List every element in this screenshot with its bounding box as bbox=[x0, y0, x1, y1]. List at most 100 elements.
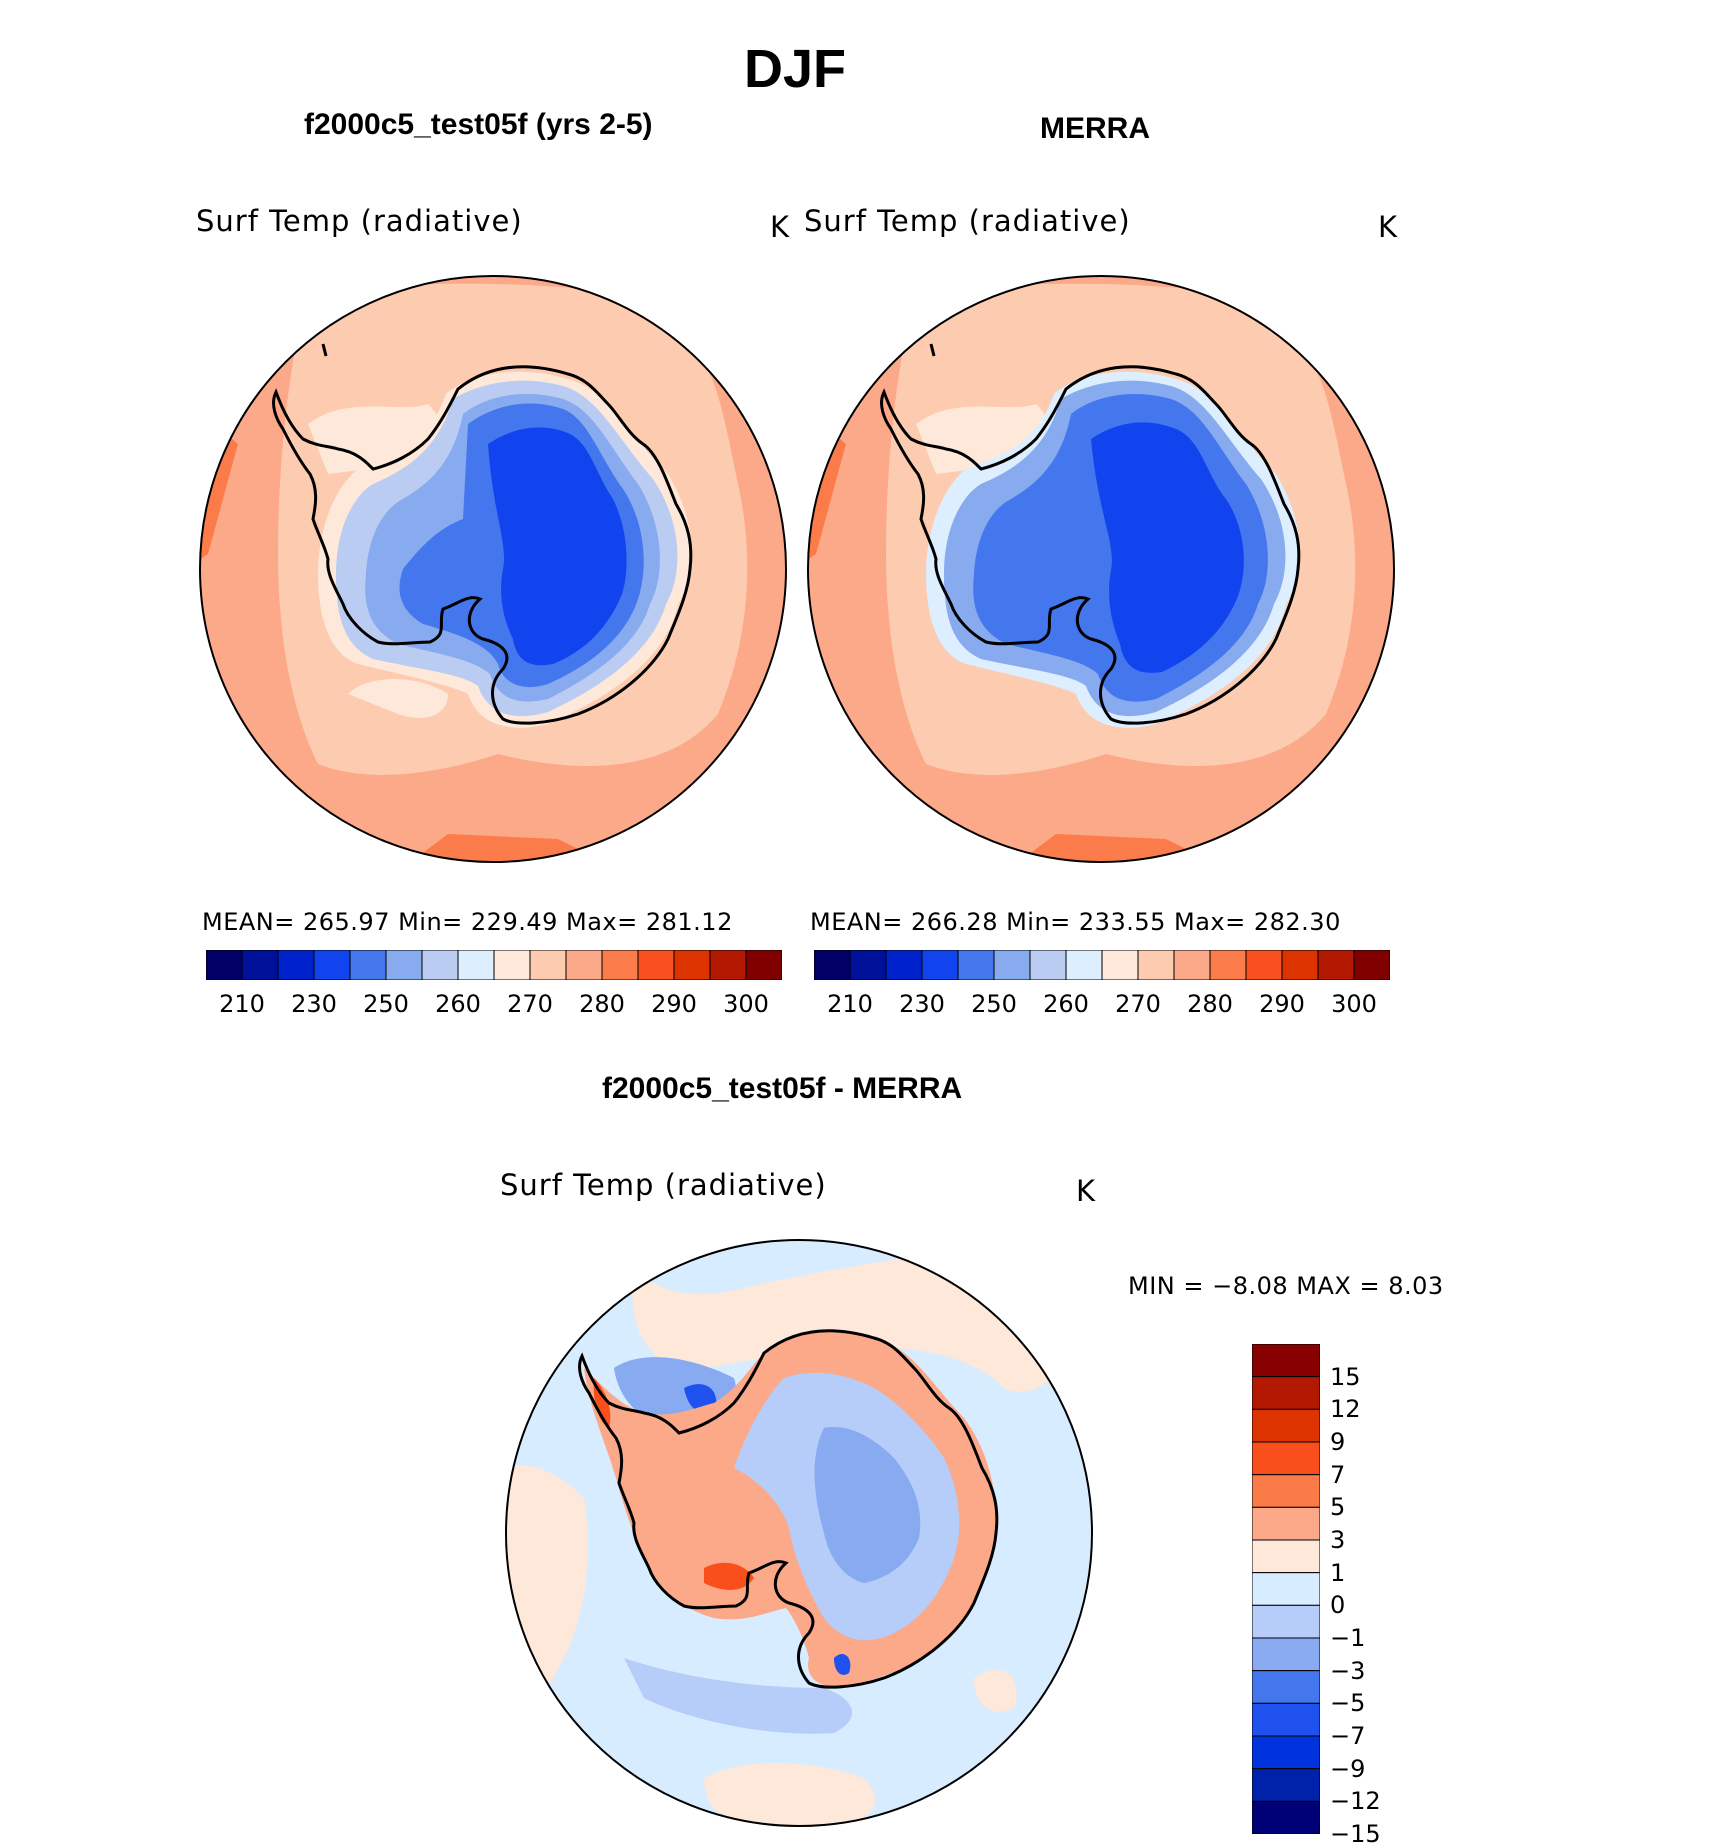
colorbar-tick-label: 230 bbox=[899, 990, 945, 1018]
colorbar-tick-label: 15 bbox=[1330, 1362, 1361, 1391]
colorbar-swatch bbox=[1252, 1800, 1320, 1834]
panel1-map bbox=[199, 275, 787, 863]
colorbar-tick-label: 210 bbox=[827, 990, 873, 1018]
colorbar-tick-label: 7 bbox=[1330, 1460, 1346, 1489]
colorbar-tick-label: 280 bbox=[579, 990, 625, 1018]
colorbar-swatch bbox=[1353, 950, 1390, 980]
panel1-units: K bbox=[770, 210, 791, 244]
colorbar-swatch bbox=[601, 950, 639, 980]
colorbar-swatch bbox=[921, 950, 959, 980]
diff-minmax: MIN = −8.08 MAX = 8.03 bbox=[1128, 1272, 1444, 1300]
colorbar-swatch bbox=[1137, 950, 1175, 980]
colorbar-tick-label: 9 bbox=[1330, 1428, 1346, 1456]
diff-colorbar bbox=[1252, 1344, 1320, 1834]
colorbar-swatch bbox=[849, 950, 887, 980]
colorbar-swatch bbox=[1173, 950, 1211, 980]
colorbar-tick-label: 12 bbox=[1330, 1395, 1361, 1424]
colorbar-swatch bbox=[1209, 950, 1247, 980]
colorbar-swatch bbox=[814, 950, 851, 980]
colorbar-swatch bbox=[457, 950, 495, 980]
colorbar-tick-label: −9 bbox=[1330, 1754, 1366, 1783]
colorbar-swatch bbox=[1252, 1474, 1320, 1508]
colorbar-tick-label: −1 bbox=[1330, 1624, 1366, 1652]
colorbar-swatch bbox=[1252, 1539, 1320, 1574]
diff-colorbar-ticks: 15 12 9 7 5 3 1 0 −1 −3 −5 −7 −9 −12 −15 bbox=[1330, 1344, 1410, 1848]
colorbar-tick-label: 5 bbox=[1330, 1493, 1346, 1522]
colorbar-swatch bbox=[206, 950, 243, 980]
colorbar-swatch bbox=[1252, 1408, 1320, 1443]
colorbar-swatch bbox=[1252, 1344, 1320, 1378]
panel2-units: K bbox=[1378, 210, 1399, 244]
colorbar-swatch bbox=[709, 950, 747, 980]
colorbar-tick-label: 260 bbox=[435, 990, 481, 1018]
panel2-variable: Surf Temp (radiative) bbox=[804, 204, 1131, 238]
colorbar-tick-label: 270 bbox=[1115, 990, 1161, 1018]
colorbar-swatch bbox=[277, 950, 315, 980]
colorbar-swatch bbox=[1245, 950, 1283, 980]
figure-title: DJF bbox=[743, 39, 846, 99]
colorbar-swatch bbox=[1252, 1572, 1320, 1606]
colorbar-swatch bbox=[1281, 950, 1319, 980]
colorbar-swatch bbox=[673, 950, 711, 980]
colorbar-swatch bbox=[1252, 1768, 1320, 1802]
panel2-map bbox=[807, 275, 1395, 863]
panel2-stats: MEAN= 266.28 Min= 233.55 Max= 282.30 bbox=[810, 908, 1341, 936]
panel2-header: MERRA bbox=[1040, 112, 1150, 145]
panel1-header: f2000c5_test05f (yrs 2-5) bbox=[304, 108, 653, 141]
colorbar-swatch bbox=[1029, 950, 1067, 980]
colorbar-tick-label: 270 bbox=[507, 990, 553, 1018]
colorbar-tick-label: 1 bbox=[1330, 1558, 1346, 1587]
colorbar-swatch bbox=[637, 950, 675, 980]
colorbar-swatch bbox=[241, 950, 279, 980]
colorbar-swatch bbox=[1252, 1441, 1320, 1476]
colorbar-swatch bbox=[1252, 1376, 1320, 1410]
colorbar-swatch bbox=[1252, 1670, 1320, 1704]
colorbar-tick-label: −15 bbox=[1330, 1820, 1381, 1848]
colorbar-swatch bbox=[993, 950, 1031, 980]
colorbar-tick-label: −5 bbox=[1330, 1689, 1366, 1718]
colorbar-tick-label: 290 bbox=[651, 990, 697, 1018]
colorbar-tick-label: −3 bbox=[1330, 1656, 1366, 1685]
colorbar-swatch bbox=[493, 950, 531, 980]
colorbar-swatch bbox=[885, 950, 923, 980]
colorbar-swatch bbox=[421, 950, 459, 980]
colorbar-tick-label: 250 bbox=[363, 990, 409, 1018]
diff-map bbox=[505, 1239, 1093, 1827]
colorbar-swatch bbox=[313, 950, 351, 980]
diff-variable: Surf Temp (radiative) bbox=[500, 1168, 827, 1202]
colorbar-swatch bbox=[1101, 950, 1139, 980]
panel1-stats: MEAN= 265.97 Min= 229.49 Max= 281.12 bbox=[202, 908, 733, 936]
colorbar-swatch bbox=[1252, 1506, 1320, 1541]
colorbar-tick-label: 230 bbox=[291, 990, 337, 1018]
colorbar-tick-label: −7 bbox=[1330, 1722, 1366, 1750]
colorbar-tick-label: 210 bbox=[219, 990, 265, 1018]
diff-header: f2000c5_test05f - MERRA bbox=[602, 1072, 963, 1105]
colorbar-swatch bbox=[957, 950, 995, 980]
panel1-variable: Surf Temp (radiative) bbox=[196, 204, 523, 238]
colorbar-tick-label: 260 bbox=[1043, 990, 1089, 1018]
colorbar-swatch bbox=[1252, 1735, 1320, 1770]
colorbar-swatch bbox=[1252, 1702, 1320, 1737]
panel2-colorbar bbox=[814, 950, 1390, 980]
colorbar-tick-label: 300 bbox=[723, 990, 769, 1018]
panel1-colorbar-ticks: 210 230 250 260 270 280 290 300 bbox=[206, 990, 782, 1020]
colorbar-swatch bbox=[1252, 1637, 1320, 1672]
colorbar-swatch bbox=[529, 950, 567, 980]
colorbar-swatch bbox=[745, 950, 782, 980]
diff-units: K bbox=[1076, 1174, 1097, 1208]
colorbar-swatch bbox=[565, 950, 603, 980]
colorbar-tick-label: 300 bbox=[1331, 990, 1377, 1018]
colorbar-swatch bbox=[349, 950, 387, 980]
panel1-colorbar bbox=[206, 950, 782, 980]
colorbar-tick-label: 290 bbox=[1259, 990, 1305, 1018]
colorbar-tick-label: 0 bbox=[1330, 1591, 1346, 1620]
colorbar-swatch bbox=[1065, 950, 1103, 980]
colorbar-swatch bbox=[385, 950, 423, 980]
colorbar-swatch bbox=[1252, 1604, 1320, 1639]
colorbar-tick-label: 280 bbox=[1187, 990, 1233, 1018]
colorbar-swatch bbox=[1317, 950, 1355, 980]
panel2-colorbar-ticks: 210 230 250 260 270 280 290 300 bbox=[814, 990, 1390, 1020]
colorbar-tick-label: −12 bbox=[1330, 1787, 1381, 1816]
colorbar-tick-label: 250 bbox=[971, 990, 1017, 1018]
colorbar-tick-label: 3 bbox=[1330, 1526, 1346, 1554]
